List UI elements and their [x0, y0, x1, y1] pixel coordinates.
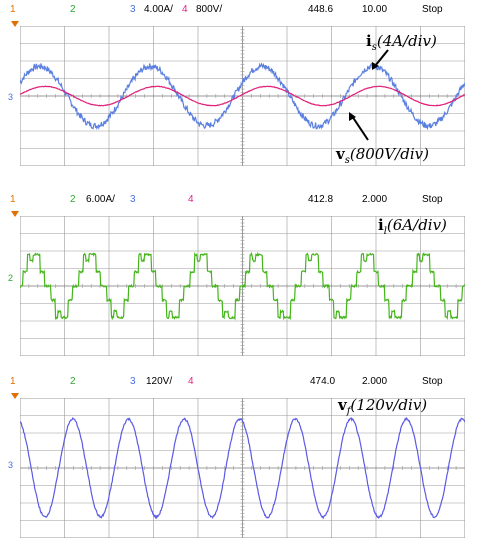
annotation-il: il(6A/div) [378, 216, 447, 237]
ch3-label: 3 [130, 376, 136, 387]
ch4-label: 4 [188, 376, 194, 387]
trigger-position: 448.6 [308, 4, 334, 15]
annotation-scale: (4A/div) [376, 32, 437, 50]
annotation-sub: s [371, 42, 377, 53]
trigger-marker-icon [11, 393, 19, 399]
trace-ch3 [20, 416, 465, 520]
annotation-vs: vs(800V/div) [336, 145, 429, 166]
run-status: Stop [422, 194, 443, 205]
scope-plot [20, 398, 465, 538]
ch4-label: 4 [188, 194, 194, 205]
annotation-sub: l [383, 226, 387, 237]
scope-screen [20, 398, 465, 538]
scope-screen [20, 216, 465, 356]
annotation-scale: (120v/div) [350, 396, 428, 414]
ground-marker: 3 [8, 92, 14, 102]
ch3-scale: 4.00A/ [144, 4, 173, 15]
scope-header: 1 2 3 120V/ 4 474.0 2.000 Stop [0, 372, 479, 392]
scope-panel-2: 1 2 6.00A/ 3 4 412.8 2.000 Stop 2 il(6A/… [0, 190, 479, 365]
ch1-label: 1 [10, 376, 16, 387]
timebase: 2.000 [362, 194, 388, 205]
trace-ch3 [20, 62, 465, 131]
ch4-label: 4 [182, 4, 188, 15]
ch4-scale: 800V/ [196, 4, 223, 15]
ground-marker: 2 [8, 273, 14, 283]
ground-marker: 3 [8, 460, 14, 470]
timebase: 2.000 [362, 376, 388, 387]
ch3-label: 3 [130, 194, 136, 205]
ch2-label: 2 [70, 4, 76, 15]
annotation-sub: f [346, 406, 351, 417]
annotation-var: v [336, 145, 345, 163]
trigger-marker-icon [11, 21, 19, 27]
ch1-label: 1 [10, 194, 16, 205]
scope-panel-1: 1 2 3 4.00A/ 4 800V/ 448.6 10.00 Stop 3 … [0, 0, 479, 180]
ch2-label: 2 [70, 376, 76, 387]
timebase: 10.00 [362, 4, 388, 15]
scope-plot [20, 216, 465, 356]
run-status: Stop [422, 4, 443, 15]
run-status: Stop [422, 376, 443, 387]
scope-screen [20, 26, 465, 166]
annotation-sub: s [344, 155, 350, 166]
annotation-is: is(4A/div) [366, 32, 437, 53]
scope-header: 1 2 6.00A/ 3 4 412.8 2.000 Stop [0, 190, 479, 210]
ch3-scale: 120V/ [146, 376, 173, 387]
annotation-var: i [366, 32, 372, 50]
annotation-var: i [378, 216, 384, 234]
scope-header: 1 2 3 4.00A/ 4 800V/ 448.6 10.00 Stop [0, 0, 479, 20]
annotation-var: v [338, 396, 347, 414]
annotation-scale: (6A/div) [386, 216, 447, 234]
scope-plot [20, 26, 465, 166]
trigger-position: 412.8 [308, 194, 334, 205]
trace-ch2 [20, 251, 465, 321]
trigger-marker-icon [11, 211, 19, 217]
trigger-position: 474.0 [310, 376, 336, 387]
ch2-label: 2 [70, 194, 76, 205]
trace-ch4 [20, 85, 465, 107]
annotation-scale: (800V/div) [349, 145, 429, 163]
ch1-label: 1 [10, 4, 16, 15]
scope-panel-3: 1 2 3 120V/ 4 474.0 2.000 Stop 3 vf(120v… [0, 372, 479, 550]
annotation-vf: vf(120v/div) [338, 396, 427, 417]
ch2-scale: 6.00A/ [86, 194, 115, 205]
ch3-label: 3 [130, 4, 136, 15]
